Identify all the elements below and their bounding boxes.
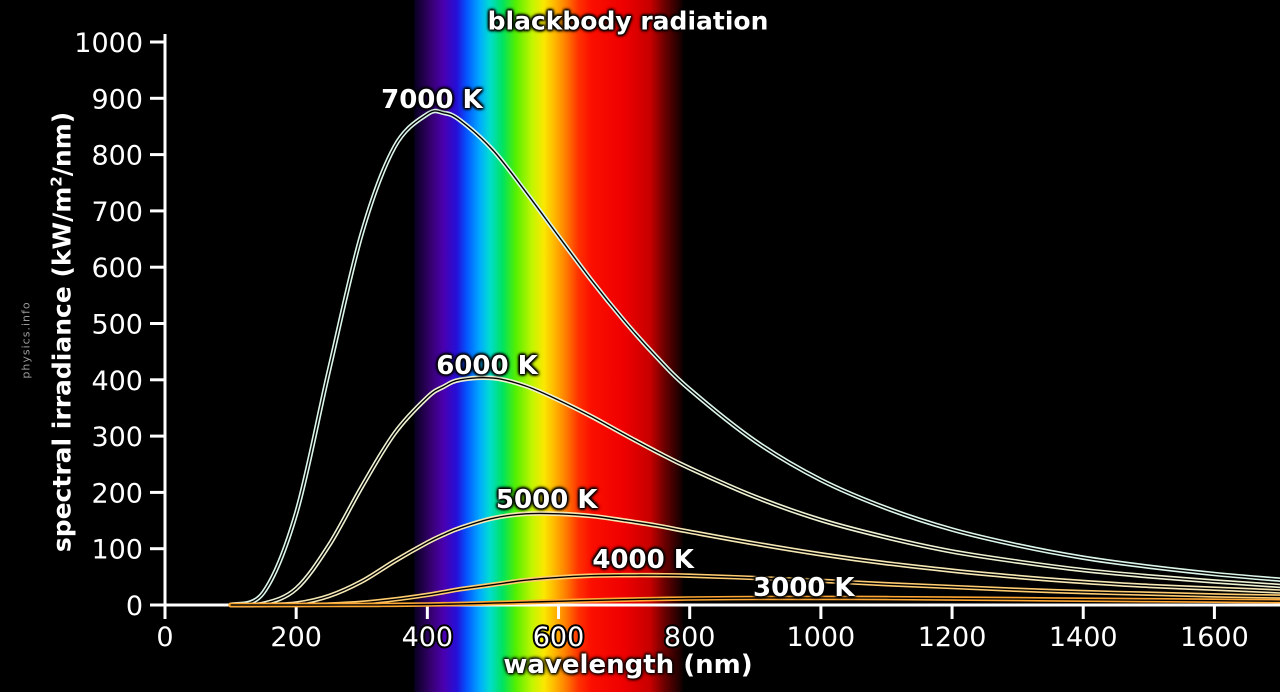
x-tick-label: 1000 [787,622,856,653]
x-tick-label: 1200 [918,622,987,653]
curve-label-7000-k: 7000 K [381,85,483,115]
curve-label-5000-k: 5000 K [495,484,598,515]
x-tick-label: 200 [270,622,322,653]
curve-core-7000-k [230,110,1280,606]
y-axis-label-unit: /nm) [47,111,77,177]
y-tick-label: 300 [91,422,143,453]
curve-label-3000-k: 3000 K [753,573,855,604]
y-axis-label: spectral irradiance (kW/m2/nm) [47,112,76,552]
y-tick-label: 600 [91,253,143,284]
x-axis-label: wavelength (nm) [503,650,753,680]
x-tick-label: 800 [664,622,716,653]
x-tick-label: 0 [156,622,173,653]
curve-6000-k [228,375,1280,608]
curve-7000-k [228,108,1280,608]
watermark: physics.info [19,301,33,379]
y-tick-label: 400 [91,366,143,397]
x-tick-label: 600 [533,622,585,653]
y-axis-label-text: spectral irradiance (kW/m [47,186,77,553]
y-tick-label: 200 [91,478,143,509]
y-axis-label-superscript: 2 [47,176,66,187]
y-tick-label: 1000 [74,28,143,59]
x-tick-label: 1400 [1049,622,1118,653]
curve-core-6000-k [230,377,1280,606]
y-tick-label: 500 [91,310,143,341]
y-tick-label: 700 [91,197,143,228]
curve-core-5000-k [230,512,1280,606]
x-tick-label: 1600 [1180,622,1249,653]
x-tick-label: 400 [402,622,454,653]
y-tick-label: 0 [126,591,143,622]
curve-label-4000-k: 4000 K [592,545,694,575]
y-tick-label: 100 [91,535,143,566]
curve-label-6000-k: 6000 K [436,350,538,381]
curve-core-3000-k [230,597,1280,606]
chart-title: blackbody radiation [487,6,769,36]
y-tick-label: 900 [91,84,143,115]
y-tick-label: 800 [91,141,143,172]
